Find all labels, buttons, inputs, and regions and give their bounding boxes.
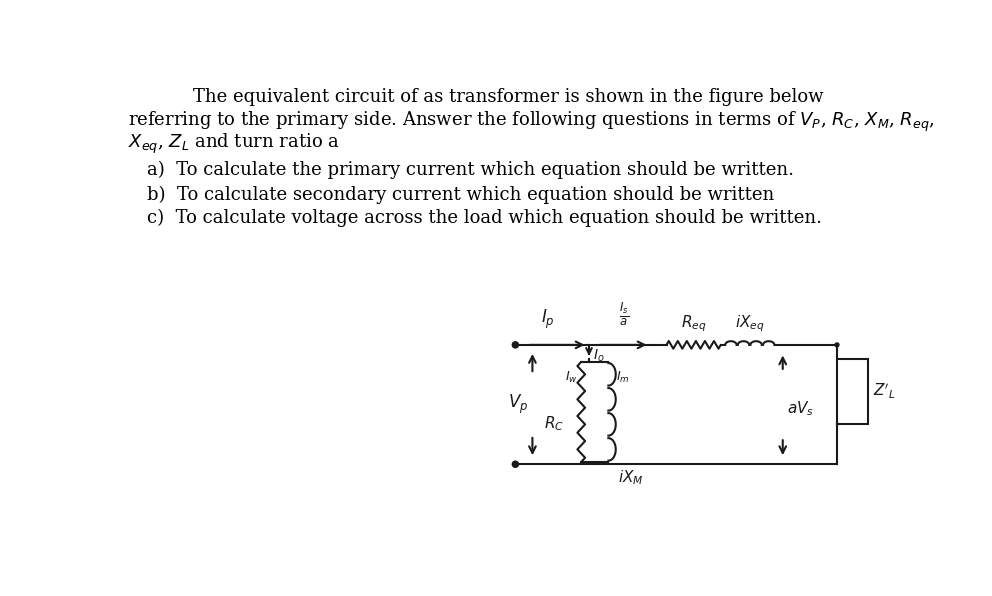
Text: $V_p$: $V_p$ [508, 393, 529, 416]
Text: $I_m$: $I_m$ [616, 370, 630, 385]
Circle shape [512, 342, 519, 348]
Text: $\frac{I_s}{a}$: $\frac{I_s}{a}$ [619, 300, 629, 328]
Text: The equivalent circuit of as transformer is shown in the figure below: The equivalent circuit of as transformer… [193, 88, 823, 107]
Text: c)  To calculate voltage across the load which equation should be written.: c) To calculate voltage across the load … [147, 209, 822, 227]
Text: $Z'_L$: $Z'_L$ [873, 382, 896, 401]
Text: $X_{eq}$, $Z_L$ and turn ratio a: $X_{eq}$, $Z_L$ and turn ratio a [128, 132, 339, 156]
Bar [837, 359, 868, 424]
Text: $aV_s$: $aV_s$ [787, 399, 813, 418]
Text: referring to the primary side. Answer the following questions in terms of $V_P$,: referring to the primary side. Answer th… [128, 110, 934, 134]
Text: $R_{eq}$: $R_{eq}$ [681, 313, 706, 334]
Text: $iX_M$: $iX_M$ [618, 468, 643, 487]
Text: b)  To calculate secondary current which equation should be written: b) To calculate secondary current which … [147, 185, 775, 204]
Circle shape [835, 343, 839, 347]
Text: $R_C$: $R_C$ [545, 414, 564, 433]
Text: $I_p$: $I_p$ [542, 308, 556, 331]
Text: a)  To calculate the primary current which equation should be written.: a) To calculate the primary current whic… [147, 161, 795, 179]
Text: $I_o$: $I_o$ [593, 347, 604, 364]
Text: $I_w$: $I_w$ [564, 370, 577, 385]
Text: $iX_{eq}$: $iX_{eq}$ [735, 313, 765, 334]
Circle shape [512, 461, 519, 467]
